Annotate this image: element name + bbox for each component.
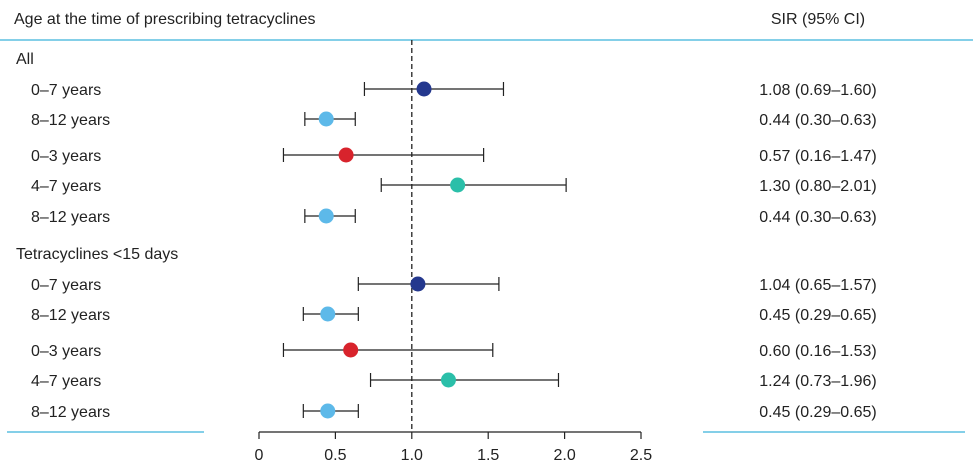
group-header: All	[16, 51, 34, 68]
x-tick-label: 1.5	[477, 447, 499, 464]
ci-value: 0.57 (0.16–1.47)	[759, 148, 876, 165]
x-tick-label: 0	[255, 447, 264, 464]
header-right: SIR (95% CI)	[771, 11, 865, 28]
plot-layer: All 0–7 years 1.08 (0.69–1.60) 8–12 years 0.…	[16, 40, 877, 464]
point-estimate	[416, 81, 432, 97]
row-label: 0–7 years	[31, 82, 101, 99]
row-label: 8–12 years	[31, 307, 110, 324]
x-tick-label: 2.5	[630, 447, 652, 464]
row-label: 0–3 years	[31, 343, 101, 360]
point-estimate	[440, 372, 456, 388]
ci-value: 1.24 (0.73–1.96)	[759, 373, 876, 390]
ci-value: 1.04 (0.65–1.57)	[759, 277, 876, 294]
point-estimate	[450, 177, 466, 193]
x-tick-label: 1.0	[401, 447, 423, 464]
ci-value: 0.45 (0.29–0.65)	[759, 404, 876, 421]
point-estimate	[410, 276, 426, 292]
ci-value: 0.44 (0.30–0.63)	[759, 209, 876, 226]
row-label: 0–3 years	[31, 148, 101, 165]
ci-value: 0.45 (0.29–0.65)	[759, 307, 876, 324]
header-left: Age at the time of prescribing tetracycl…	[14, 11, 315, 28]
row-label: 4–7 years	[31, 178, 101, 195]
row-label: 0–7 years	[31, 277, 101, 294]
ci-value: 0.44 (0.30–0.63)	[759, 112, 876, 129]
point-estimate	[318, 208, 334, 224]
row-label: 8–12 years	[31, 404, 110, 421]
point-estimate	[343, 342, 359, 358]
group-header: Tetracyclines <15 days	[16, 246, 178, 263]
x-tick-label: 0.5	[324, 447, 346, 464]
ci-value: 0.60 (0.16–1.53)	[759, 343, 876, 360]
row-label: 8–12 years	[31, 112, 110, 129]
point-estimate	[318, 111, 334, 127]
point-estimate	[320, 403, 336, 419]
ci-value: 1.30 (0.80–2.01)	[759, 178, 876, 195]
point-estimate	[338, 147, 354, 163]
point-estimate	[320, 306, 336, 322]
row-label: 4–7 years	[31, 373, 101, 390]
x-tick-label: 2.0	[553, 447, 575, 464]
row-label: 8–12 years	[31, 209, 110, 226]
ci-value: 1.08 (0.69–1.60)	[759, 82, 876, 99]
